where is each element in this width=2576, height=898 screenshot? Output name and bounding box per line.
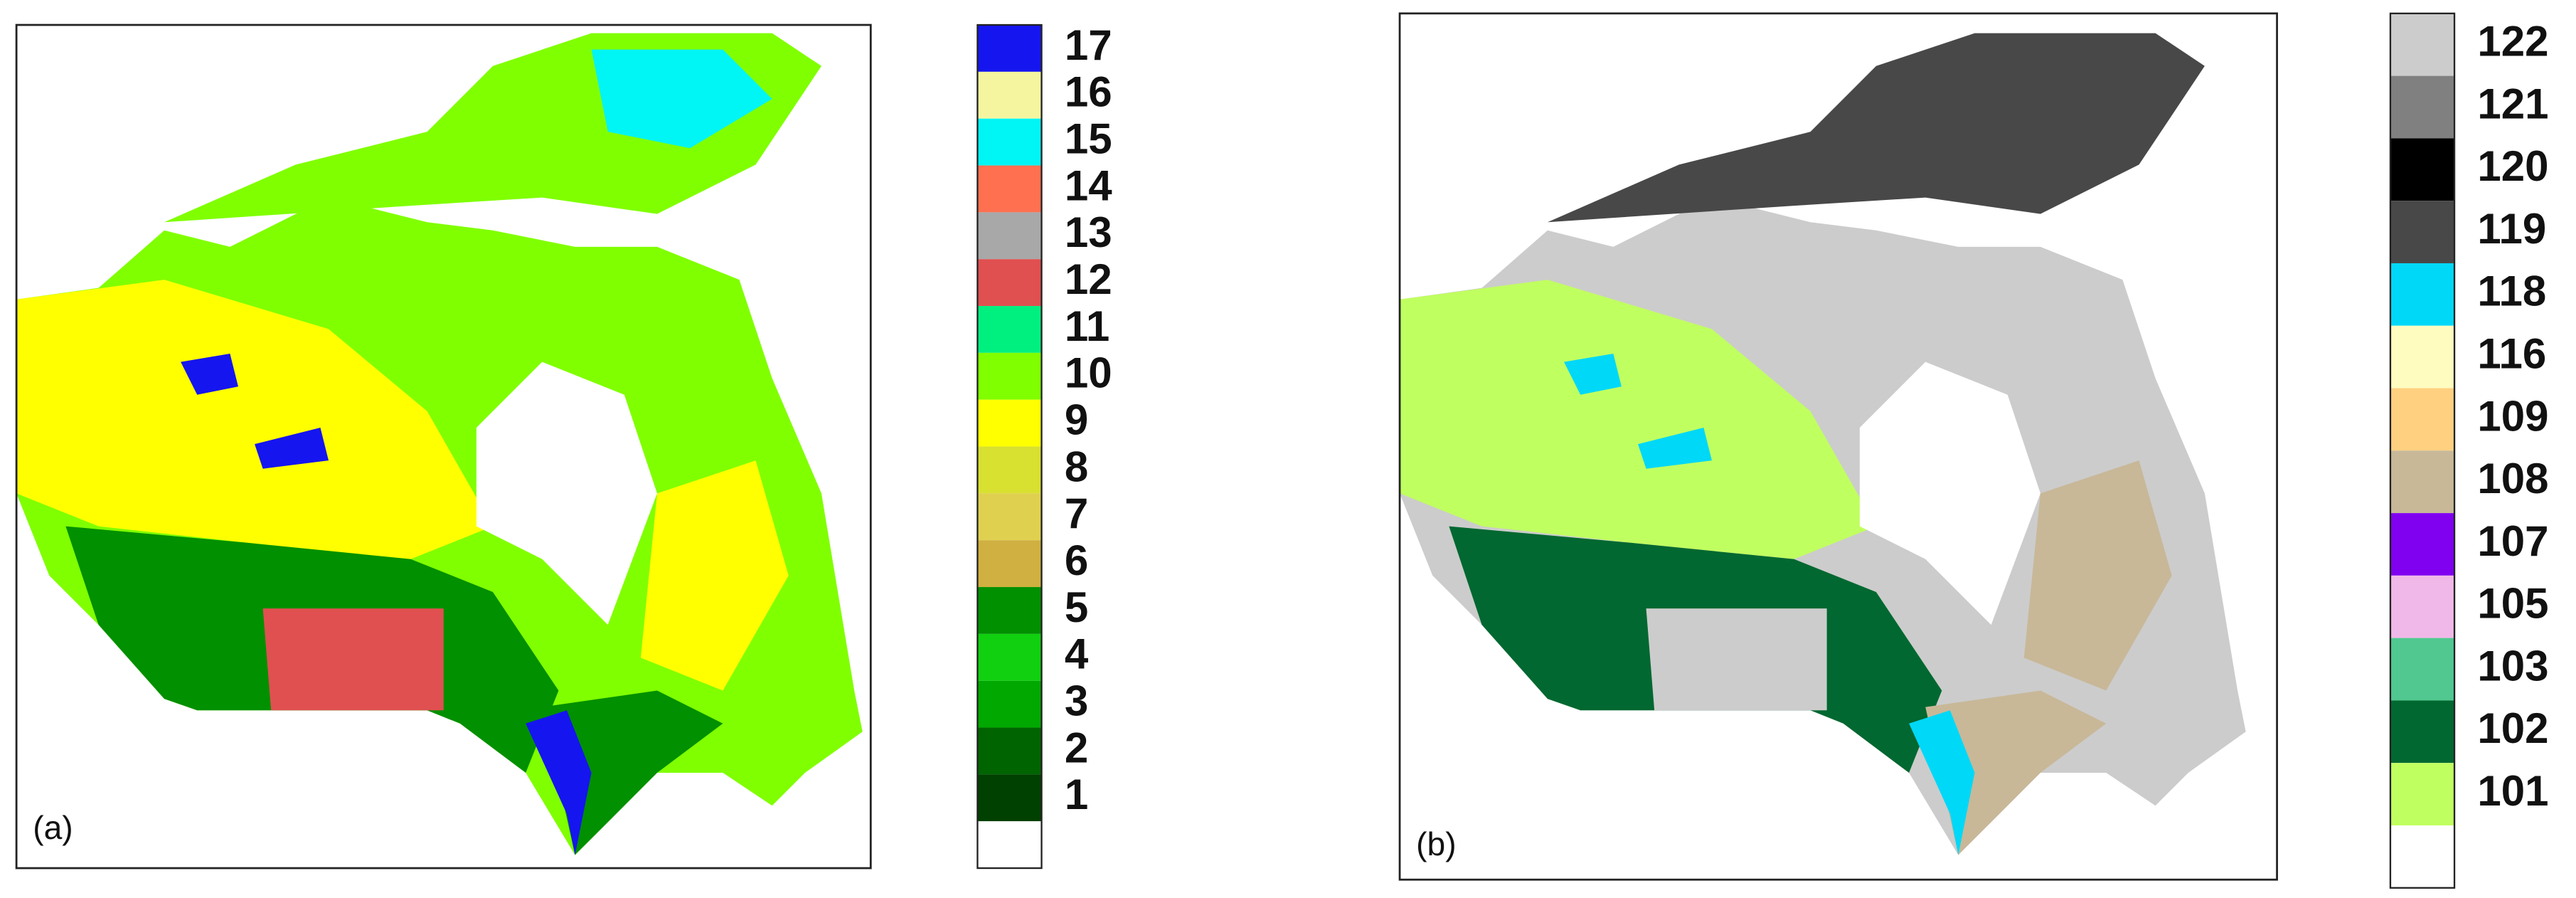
legend-swatch bbox=[2390, 513, 2455, 576]
map-region bbox=[591, 49, 772, 149]
legend-swatch bbox=[2390, 75, 2455, 139]
legend-swatch bbox=[2390, 138, 2455, 201]
map-region bbox=[1400, 280, 1876, 559]
legend-label: 15 bbox=[1065, 115, 1112, 162]
legend-label: 6 bbox=[1065, 537, 1088, 584]
legend-swatch bbox=[2390, 325, 2455, 389]
legend-swatch bbox=[977, 165, 1042, 213]
map-region bbox=[526, 710, 592, 855]
map-region bbox=[542, 690, 723, 855]
legend-label: 101 bbox=[2477, 767, 2548, 815]
legend-swatch bbox=[2390, 263, 2455, 326]
legend-swatch bbox=[977, 71, 1042, 119]
legend-swatch bbox=[2390, 388, 2455, 451]
map-region bbox=[1909, 710, 1975, 855]
legend-label: 5 bbox=[1065, 583, 1088, 631]
legend-label: 108 bbox=[2477, 455, 2548, 502]
legend-swatch bbox=[977, 212, 1042, 260]
map-a bbox=[16, 33, 863, 855]
map-region bbox=[1859, 361, 2040, 625]
legend-label: 119 bbox=[2477, 205, 2546, 253]
legend-label: 122 bbox=[2477, 18, 2548, 65]
map-region bbox=[476, 361, 657, 625]
legend-label: 8 bbox=[1065, 443, 1088, 490]
map-b bbox=[1400, 33, 2246, 855]
legend-label: 103 bbox=[2477, 642, 2548, 690]
legend-label: 11 bbox=[1065, 302, 1109, 350]
legend-swatch bbox=[2390, 201, 2455, 263]
legend-swatch bbox=[977, 774, 1042, 822]
legend-swatch bbox=[977, 727, 1042, 775]
legend-label: 4 bbox=[1065, 630, 1089, 678]
legend-swatch bbox=[977, 633, 1042, 681]
legend-label: 12 bbox=[1065, 255, 1112, 303]
legend-swatch bbox=[2390, 763, 2455, 825]
legend-swatch bbox=[2390, 13, 2455, 76]
map-region bbox=[16, 280, 493, 559]
map-frame bbox=[1398, 12, 2278, 881]
map-region bbox=[181, 354, 238, 395]
legend-label: 107 bbox=[2477, 517, 2548, 565]
panel-label: (b) bbox=[1416, 825, 1456, 862]
legend-label: 3 bbox=[1065, 677, 1088, 724]
legend-swatch bbox=[977, 446, 1042, 494]
legend-label: 105 bbox=[2477, 580, 2548, 628]
legend-label: 13 bbox=[1065, 208, 1112, 256]
legend-label: 16 bbox=[1065, 68, 1112, 116]
legend-swatch bbox=[977, 352, 1042, 400]
legend-swatch bbox=[977, 680, 1042, 728]
panel-label: (a) bbox=[33, 809, 73, 846]
legend-swatch bbox=[977, 493, 1042, 541]
legend-label: 1 bbox=[1065, 771, 1088, 818]
legend-label: 10 bbox=[1065, 349, 1112, 397]
legend-frame bbox=[2389, 12, 2456, 889]
legend-label: 9 bbox=[1065, 396, 1088, 443]
legend-swatch bbox=[977, 259, 1042, 307]
legend-label: 109 bbox=[2477, 392, 2548, 440]
legend-swatch bbox=[977, 540, 1042, 588]
legend-label: 17 bbox=[1065, 21, 1112, 69]
legend: 122 121 120 119 118 116 109 108 107 105 103 102 101 bbox=[2389, 12, 2549, 889]
map-region bbox=[255, 427, 329, 469]
legend-swatch bbox=[977, 399, 1042, 447]
legend-swatch bbox=[2390, 700, 2455, 764]
map-frame bbox=[15, 23, 872, 870]
legend-label: 116 bbox=[2477, 330, 2546, 378]
legend-label: 7 bbox=[1065, 490, 1088, 537]
legend-blank bbox=[977, 821, 1042, 869]
legend-label: 102 bbox=[2477, 704, 2548, 752]
map-region bbox=[262, 608, 444, 711]
map-region bbox=[1638, 427, 1712, 469]
map-region bbox=[1564, 354, 1622, 395]
legend-swatch bbox=[2390, 450, 2455, 514]
legend-label: 2 bbox=[1065, 724, 1088, 771]
map-region bbox=[640, 460, 789, 691]
legend-swatch bbox=[977, 306, 1042, 353]
map-region bbox=[1925, 690, 2107, 855]
map-region bbox=[1646, 608, 1827, 711]
legend-label: 121 bbox=[2477, 80, 2548, 127]
legend-label: 118 bbox=[2477, 268, 2546, 315]
map-region bbox=[1974, 49, 2156, 149]
legend-blank bbox=[2390, 825, 2455, 888]
legend-swatch bbox=[977, 25, 1042, 72]
legend-swatch bbox=[977, 587, 1042, 634]
legend-swatch bbox=[2390, 575, 2455, 638]
legend-label: 14 bbox=[1065, 162, 1112, 209]
legend-swatch bbox=[977, 118, 1042, 166]
map-region bbox=[2023, 460, 2172, 691]
legend-frame bbox=[976, 23, 1043, 870]
legend-label: 120 bbox=[2477, 142, 2548, 190]
legend-swatch bbox=[2390, 638, 2455, 701]
